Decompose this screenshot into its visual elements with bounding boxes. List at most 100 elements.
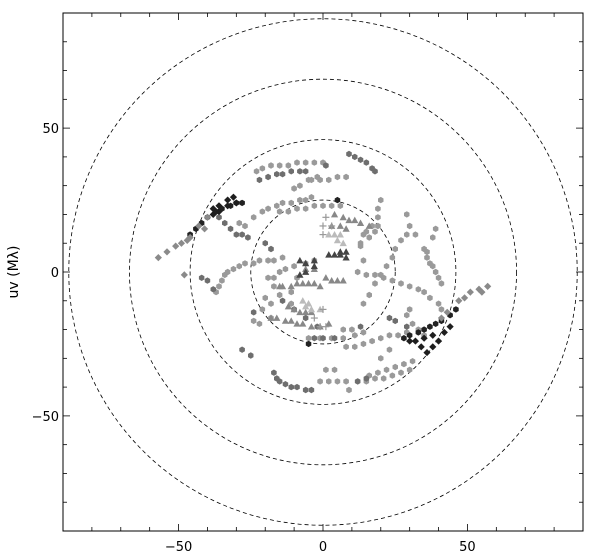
hexagon-point <box>256 176 263 184</box>
hexagon-point <box>302 205 309 212</box>
hexagon-point <box>297 196 303 204</box>
hexagon-point <box>392 245 398 253</box>
hexagon-point <box>357 323 364 330</box>
triangle-point <box>342 248 350 255</box>
hexagon-point <box>395 332 401 339</box>
hexagon-point <box>227 225 234 232</box>
diamond-point <box>478 288 486 296</box>
hexagon-point <box>369 337 375 345</box>
circle-1 <box>250 199 396 345</box>
hexagon-point <box>415 329 422 336</box>
hexagon-point <box>401 360 407 368</box>
hexagon-point <box>430 263 436 270</box>
hexagon-point <box>276 162 283 169</box>
hexagon-point <box>250 317 257 325</box>
hexagon-point <box>323 366 329 373</box>
triangle-point <box>325 320 333 327</box>
diamond-point <box>460 294 469 302</box>
hexagon-point <box>265 257 271 264</box>
hexagon-point <box>250 214 257 221</box>
hexagon-point <box>259 306 266 313</box>
hexagon-point <box>409 320 416 327</box>
triangle-point <box>302 308 310 316</box>
hexagon-point <box>282 265 289 273</box>
hexagon-point <box>406 222 413 230</box>
hexagon-point <box>271 257 277 264</box>
diamond-point <box>455 297 463 305</box>
hexagon-point <box>198 274 205 281</box>
triangle-point <box>333 236 342 244</box>
triangle-point <box>365 222 373 229</box>
diamond-point <box>209 205 217 213</box>
hexagon-point <box>279 171 286 178</box>
plus-point <box>319 305 327 313</box>
y-tick-label: −50 <box>32 410 59 425</box>
hexagon-point <box>432 225 439 232</box>
triangle-point <box>336 248 344 255</box>
plus-point <box>319 231 327 239</box>
hexagon-point <box>311 202 318 209</box>
hexagon-point <box>386 314 393 322</box>
hexagon-point <box>288 300 294 307</box>
diamond-point <box>437 314 446 322</box>
hexagon-point <box>354 268 361 276</box>
triangle-point <box>296 256 304 264</box>
hexagon-point <box>392 363 398 371</box>
hexagon-point <box>236 263 242 270</box>
triangle-point <box>267 314 275 321</box>
hexagon-point <box>288 168 294 175</box>
diamond-point <box>172 242 180 250</box>
hexagon-point <box>308 386 315 394</box>
hexagon-point <box>204 277 211 284</box>
diamond-point <box>429 331 437 339</box>
hexagon-point <box>412 231 419 238</box>
triangle-point <box>287 317 295 324</box>
hexagon-point <box>363 271 370 279</box>
hexagon-point <box>424 254 430 261</box>
hexagon-point <box>311 335 318 342</box>
diamond-point <box>154 254 162 262</box>
hexagon-point <box>305 335 312 342</box>
triangle-point <box>342 254 350 261</box>
diamond-point <box>423 348 431 357</box>
hexagon-point <box>271 369 277 376</box>
hexagon-point <box>302 168 309 175</box>
hexagon-point <box>389 277 396 284</box>
triangle-point <box>310 256 318 264</box>
triangle-point <box>325 230 333 238</box>
hexagon-point <box>409 358 416 365</box>
hexagon-point <box>268 162 274 169</box>
hexagon-point <box>262 240 268 247</box>
hexagon-point <box>352 343 358 350</box>
triangle-point <box>293 320 301 327</box>
hexagon-point <box>421 326 427 333</box>
diamond-point <box>224 202 232 210</box>
hexagon-point <box>392 317 398 325</box>
hexagon-point <box>294 159 300 166</box>
diamond-point <box>440 328 448 337</box>
hexagon-point <box>288 199 294 207</box>
triangle-point <box>328 277 336 284</box>
hexagon-point <box>259 165 266 172</box>
triangle-point <box>330 210 339 218</box>
hexagon-point <box>245 234 251 241</box>
hexagon-point <box>291 263 297 270</box>
hexagon-point <box>389 254 396 261</box>
hexagon-point <box>352 332 358 339</box>
hexagon-point <box>389 372 396 379</box>
hexagon-point <box>224 268 231 276</box>
triangle-point <box>296 308 304 316</box>
hexagon-point <box>398 369 404 376</box>
triangle-point <box>284 302 292 310</box>
triangle-point <box>310 262 318 270</box>
triangle-point <box>356 219 365 226</box>
hexagon-point <box>432 320 439 327</box>
diamond-point <box>446 323 454 331</box>
triangle-point <box>330 251 339 258</box>
diamond-point <box>417 343 425 351</box>
diamond-point <box>466 288 474 296</box>
triangle-point <box>336 230 344 238</box>
hexagon-point <box>372 228 378 235</box>
hexagon-point <box>291 185 297 192</box>
hexagon-point <box>276 208 283 215</box>
